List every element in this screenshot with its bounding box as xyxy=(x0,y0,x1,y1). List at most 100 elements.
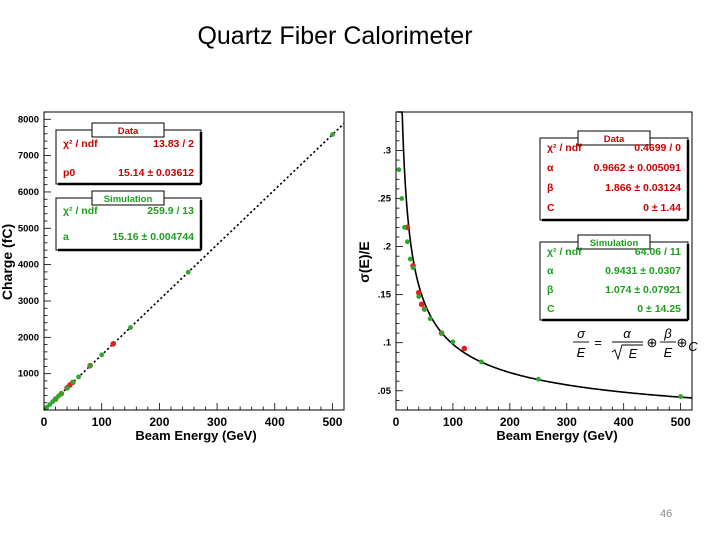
simulation-point xyxy=(396,167,402,173)
simulation-point xyxy=(407,256,413,262)
x-tick-label: 300 xyxy=(557,415,577,429)
simulation-stat-value: 0.9431 ± 0.0307 xyxy=(605,265,681,277)
x-tick-label: 200 xyxy=(149,415,169,429)
y-tick-label: 1000 xyxy=(18,369,39,380)
data-stat-box-title: Data xyxy=(604,134,625,145)
x-tick-label: 0 xyxy=(41,415,48,429)
simulation-point xyxy=(478,359,484,365)
formula-equals: = xyxy=(594,335,602,350)
y-tick-label: .3 xyxy=(383,145,391,156)
x-axis-label: Beam Energy (GeV) xyxy=(135,428,256,443)
y-tick-label: .15 xyxy=(378,290,392,301)
data-stat-value: 1.866 ± 0.03124 xyxy=(605,182,681,194)
simulation-point xyxy=(58,391,64,396)
x-tick-label: 200 xyxy=(500,415,520,429)
formula-alpha: α xyxy=(623,326,631,341)
data-stat-label: α xyxy=(547,162,554,174)
y-tick-label: 3000 xyxy=(18,296,39,307)
y-tick-label: 8000 xyxy=(18,114,39,125)
simulation-stat-value: 0 ± 14.25 xyxy=(637,303,681,315)
data-stat-box-title: Data xyxy=(118,126,139,137)
simulation-stat-label: a xyxy=(63,231,69,243)
data-stat-label: p0 xyxy=(63,167,75,179)
formula-lhs-denominator: E xyxy=(577,345,586,360)
simulation-point xyxy=(64,385,70,391)
simulation-point xyxy=(416,294,422,299)
y-axis-label: Charge (fC) xyxy=(0,224,15,300)
data-point xyxy=(415,289,422,296)
simulation-point xyxy=(402,224,407,230)
data-stat-box-title-frame xyxy=(91,122,165,138)
formula-alpha-denominator: E xyxy=(629,346,638,361)
simulation-point xyxy=(87,363,93,369)
simulation-point xyxy=(70,379,76,385)
slide-title: Quartz Fiber Calorimeter xyxy=(197,22,473,50)
data-point xyxy=(418,301,425,308)
y-tick-label: 6000 xyxy=(18,187,39,198)
data-stat-value: 0 ± 1.44 xyxy=(643,202,681,214)
simulation-stat-label: χ² / ndf xyxy=(547,246,582,258)
simulation-stat-value: 15.16 ± 0.004744 xyxy=(112,231,194,243)
y-tick-label: 5000 xyxy=(18,223,39,234)
formula-sqrt-sign xyxy=(611,344,643,361)
simulation-stat-value: 259.9 / 13 xyxy=(147,205,194,217)
simulation-point xyxy=(399,196,405,201)
simulation-point xyxy=(422,306,427,312)
simulation-point xyxy=(439,330,444,336)
simulation-stat-box-title: Simulation xyxy=(590,238,639,249)
x-tick-label: 500 xyxy=(671,415,691,429)
data-stat-value: 13.83 / 2 xyxy=(153,138,194,150)
simulation-stat-box-title: Simulation xyxy=(104,194,153,205)
data-stat-box xyxy=(539,137,689,221)
simulation-stat-value: 64.06 / 11 xyxy=(635,246,681,258)
x-tick-label: 500 xyxy=(322,415,342,429)
data-stat-label: χ² / ndf xyxy=(547,142,582,154)
y-tick-label: 7000 xyxy=(18,151,39,162)
x-tick-label: 400 xyxy=(265,415,285,429)
x-tick-label: 300 xyxy=(207,415,227,429)
formula-oplus: ⊕ xyxy=(677,335,688,350)
simulation-point xyxy=(99,352,105,358)
resolution-formula: σE=αE⊕βE⊕ C xyxy=(573,326,698,361)
fit-line xyxy=(43,122,345,411)
y-tick-label: 2000 xyxy=(18,332,39,343)
data-point xyxy=(461,345,468,352)
x-axis-label: Beam Energy (GeV) xyxy=(496,428,617,443)
data-stat-value: 15.14 ± 0.03612 xyxy=(118,167,194,179)
simulation-stat-label: α xyxy=(547,265,554,277)
page-number: 46 xyxy=(660,508,673,520)
data-stat-value: 0.4699 / 0 xyxy=(634,142,681,154)
simulation-stat-box-title-frame xyxy=(577,234,651,250)
formula-beta: β xyxy=(663,326,672,341)
data-stat-label: β xyxy=(547,182,554,194)
formula-oplus: ⊕ xyxy=(647,335,658,350)
x-tick-label: 100 xyxy=(443,415,463,429)
x-tick-label: 400 xyxy=(614,415,634,429)
formula-lhs-numerator: σ xyxy=(577,326,586,341)
y-tick-label: .1 xyxy=(383,338,392,349)
simulation-point xyxy=(330,132,335,137)
data-stat-value: 0.9662 ± 0.005091 xyxy=(593,162,681,174)
formula-beta-denominator: E xyxy=(664,345,673,360)
y-tick-label: .05 xyxy=(378,386,392,397)
y-tick-label: .2 xyxy=(383,242,391,253)
simulation-stat-box-title-frame xyxy=(91,190,165,206)
simulation-point xyxy=(404,239,410,245)
simulation-point xyxy=(678,394,684,399)
simulation-point xyxy=(427,316,433,322)
x-tick-label: 0 xyxy=(393,415,400,429)
data-stat-label: C xyxy=(547,202,555,214)
data-stat-label: χ² / ndf xyxy=(63,138,98,150)
simulation-stat-label: χ² / ndf xyxy=(63,205,98,217)
simulation-point xyxy=(76,374,82,380)
data-stat-box-title-frame xyxy=(577,130,651,146)
simulation-point xyxy=(410,265,416,271)
simulation-point xyxy=(535,376,541,382)
simulation-stat-label: β xyxy=(547,284,554,296)
simulation-point xyxy=(450,339,456,345)
y-tick-label: .25 xyxy=(378,194,392,205)
formula-constant: C xyxy=(688,339,698,354)
simulation-stat-label: C xyxy=(547,303,555,315)
